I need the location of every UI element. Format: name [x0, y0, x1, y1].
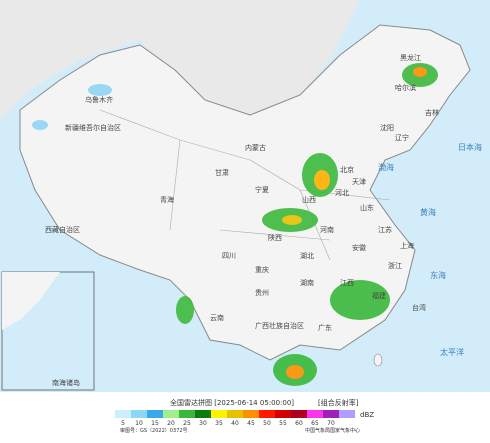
legend-label: 5	[121, 420, 125, 427]
legend-swatch	[323, 410, 339, 418]
legend-label: 70	[327, 420, 335, 427]
legend-swatch	[227, 410, 243, 418]
place-label: 辽宁	[395, 133, 409, 142]
echo	[282, 215, 302, 225]
neighbor-land	[0, 0, 360, 120]
place-label: 北京	[340, 165, 354, 174]
place-label: 四川	[222, 252, 236, 260]
china-land	[19, 24, 471, 361]
place-label: 广东	[318, 323, 332, 332]
product-label: [组合反射率]	[318, 398, 359, 407]
legend-swatch	[195, 410, 211, 418]
legend-swatch	[131, 410, 147, 418]
place-label: 宁夏	[255, 185, 269, 194]
place-label: 云南	[210, 313, 224, 322]
legend-swatch	[163, 410, 179, 418]
place-label: 上海	[400, 241, 414, 250]
place-label: 黑龙江	[400, 53, 421, 62]
place-label: 福建	[372, 291, 386, 300]
place-label: 西藏自治区	[45, 225, 80, 234]
legend-label: 55	[279, 420, 287, 427]
island	[373, 353, 383, 367]
place-label: 山东	[360, 203, 374, 212]
sea-label: 太平洋	[440, 347, 464, 357]
legend-label: 20	[167, 420, 175, 427]
place-label: 江苏	[378, 225, 392, 234]
echo	[176, 296, 194, 324]
echo	[286, 365, 304, 379]
place-label: 沈阳	[380, 123, 394, 132]
place-label: 新疆维吾尔自治区	[65, 123, 121, 132]
place-label: 贵州	[255, 288, 269, 297]
place-label: 天津	[352, 178, 366, 186]
legend-swatch	[339, 410, 355, 418]
legend: 5 10 15 20 25 30 35 40 45 50 55 60 65 70	[115, 410, 355, 427]
legend-swatch	[259, 410, 275, 418]
legend-label: 65	[311, 420, 319, 427]
echo	[330, 280, 390, 320]
place-label: 安徽	[352, 243, 366, 252]
legend-swatch	[147, 410, 163, 418]
place-label: 吉林	[425, 108, 439, 117]
place-label: 广西壮族自治区	[255, 321, 304, 330]
legend-label: 50	[263, 420, 271, 427]
sea-label: 渤海	[378, 162, 394, 172]
place-label: 哈尔滨	[395, 83, 416, 92]
place-label: 山西	[302, 195, 316, 204]
legend-label: 35	[215, 420, 223, 427]
inset-label: 南海诸岛	[52, 378, 80, 387]
echo	[32, 120, 48, 130]
legend-label: 25	[183, 420, 191, 427]
place-label: 乌鲁木齐	[85, 95, 113, 104]
place-label: 江西	[340, 279, 354, 287]
echo	[413, 67, 427, 77]
review-number: 审图号：GS（2022）0372号	[120, 427, 188, 434]
place-label: 河北	[335, 189, 349, 197]
agency: 中国气象局国家气象中心	[305, 427, 360, 434]
legend-label: 15	[151, 420, 159, 427]
legend-swatch	[275, 410, 291, 418]
place-label: 浙江	[388, 261, 402, 270]
legend-label: 40	[231, 420, 239, 427]
place-label: 河南	[320, 225, 334, 234]
place-label: 内蒙古	[245, 143, 266, 152]
province-borders	[99, 109, 391, 261]
place-label: 湖北	[300, 251, 314, 260]
radar-echoes	[6, 63, 438, 386]
legend-label: 10	[135, 420, 143, 427]
legend-title: 全国雷达拼图 [2025-06-14 05:00:00]	[170, 398, 294, 407]
legend-swatch	[179, 410, 195, 418]
inset-land	[2, 272, 60, 330]
place-label: 重庆	[255, 265, 269, 274]
place-label: 甘肃	[215, 168, 229, 177]
legend-label: 45	[247, 420, 255, 427]
sea-label: 黄海	[420, 207, 436, 217]
place-label: 青海	[160, 195, 174, 204]
legend-swatch	[211, 410, 227, 418]
legend-swatch	[243, 410, 259, 418]
legend-label: 60	[295, 420, 303, 427]
legend-swatch	[291, 410, 307, 418]
legend-label: 30	[199, 420, 207, 427]
sea-label: 东海	[430, 270, 446, 280]
place-label: 陕西	[268, 233, 282, 242]
legend-swatch	[115, 410, 131, 418]
unit-label: dBZ	[360, 411, 374, 419]
echo	[88, 84, 112, 96]
legend-swatch	[307, 410, 323, 418]
place-label: 湖南	[300, 278, 314, 287]
sea-label: 日本海	[458, 142, 482, 152]
place-label: 台湾	[412, 303, 426, 312]
echo	[314, 170, 330, 190]
